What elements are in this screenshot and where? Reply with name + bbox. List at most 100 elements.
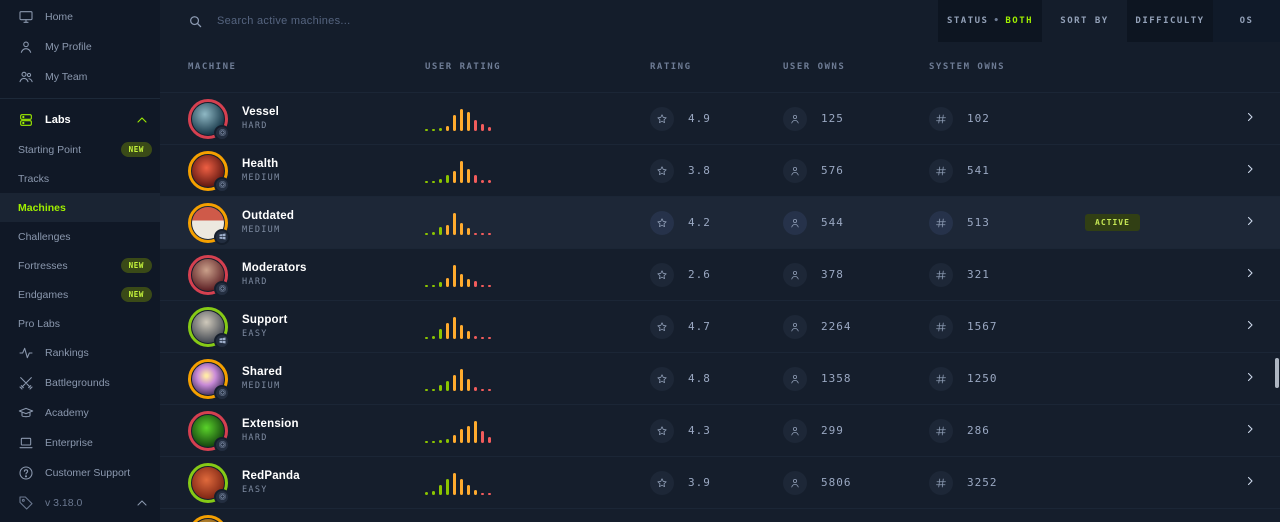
histogram-bar	[453, 170, 456, 183]
row-chevron[interactable]	[1220, 214, 1280, 232]
row-chevron[interactable]	[1220, 162, 1280, 180]
star-icon	[650, 418, 674, 443]
histogram-bar	[481, 492, 484, 495]
machine-row-shared[interactable]: Shared MEDIUM 4.8 1358 1250	[160, 352, 1280, 404]
histogram-bar	[425, 284, 428, 287]
filter-status-button[interactable]: STATUS • BOTH	[938, 0, 1042, 42]
rating-cell-value: 4.9	[688, 112, 711, 125]
histogram-bar	[432, 490, 435, 495]
rating-cell: 4.7	[650, 314, 783, 339]
histogram-bar	[488, 388, 491, 391]
filter-label: SORT BY	[1060, 16, 1109, 26]
system-owns-cell: 513	[929, 210, 1079, 235]
machine-row-extension[interactable]: Extension HARD 4.3 299 286	[160, 404, 1280, 456]
machine-row[interactable]	[160, 508, 1280, 522]
row-chevron[interactable]	[1220, 422, 1280, 440]
sidebar-item-my-team[interactable]: My Team	[0, 62, 160, 92]
main-panel: STATUS • BOTH SORT BY DIFFICULTY OS MACHINE US…	[160, 0, 1280, 522]
machine-row-health[interactable]: Health MEDIUM 3.8 576 541	[160, 144, 1280, 196]
sidebar-item-label: Starting Point	[18, 143, 82, 156]
row-chevron[interactable]	[1220, 318, 1280, 336]
rating-cell: 4.2	[650, 210, 783, 235]
machine-avatar	[188, 202, 230, 245]
histogram-bar	[432, 231, 435, 235]
machine-name: Support	[242, 314, 288, 326]
machine-row-redpanda[interactable]: RedPanda EASY 3.9 5806 3252	[160, 456, 1280, 508]
histogram-bar	[425, 232, 428, 235]
person-icon	[783, 106, 807, 131]
swords-icon	[18, 375, 34, 391]
rating-cell-value: 4.2	[688, 216, 711, 229]
person-icon	[783, 366, 807, 391]
sidebar-item-academy[interactable]: Academy	[0, 398, 160, 428]
histogram-bar	[446, 125, 449, 131]
histogram-bar	[425, 388, 428, 391]
column-header-user-owns: USER OWNS	[783, 62, 846, 72]
histogram-bar	[481, 232, 484, 235]
sidebar-item-challenges[interactable]: Challenges	[0, 222, 160, 251]
row-chevron[interactable]	[1220, 266, 1280, 284]
column-header-machine: MACHINE	[188, 62, 237, 72]
version-toggle[interactable]: v 3.18.0	[0, 488, 160, 518]
chevron-right-icon	[1244, 422, 1256, 440]
histogram-bar	[439, 439, 442, 443]
sidebar-item-starting-point[interactable]: Starting Point NEW	[0, 135, 160, 164]
sidebar-item-my-profile[interactable]: My Profile	[0, 32, 160, 62]
star-icon	[650, 158, 674, 183]
star-icon	[650, 314, 674, 339]
histogram-bar	[481, 123, 484, 131]
sidebar-item-labs[interactable]: Labs	[0, 105, 160, 135]
new-badge: NEW	[120, 258, 152, 273]
row-chevron[interactable]	[1220, 474, 1280, 492]
machine-cell: Health MEDIUM	[188, 150, 425, 193]
filter-difficulty-button[interactable]: DIFFICULTY	[1127, 0, 1213, 42]
machine-avatar	[188, 98, 230, 141]
machine-name-block: Moderators HARD	[242, 262, 307, 287]
sidebar-item-label: Labs	[45, 114, 71, 126]
search-input[interactable]	[217, 15, 537, 27]
histogram-bar	[453, 434, 456, 443]
machine-name: RedPanda	[242, 470, 300, 482]
machine-name-block: Vessel HARD	[242, 106, 279, 131]
filter-bar: STATUS • BOTH SORT BY DIFFICULTY OS	[938, 0, 1280, 42]
sidebar-item-rankings[interactable]: Rankings	[0, 338, 160, 368]
row-chevron[interactable]	[1220, 370, 1280, 388]
machine-row-support[interactable]: Support EASY 4.7 2264 1567	[160, 300, 1280, 352]
new-badge: NEW	[120, 142, 152, 157]
sidebar-item-customer-support[interactable]: Customer Support	[0, 458, 160, 488]
user-owns-cell: 2264	[783, 314, 929, 339]
sidebar-item-home[interactable]: Home	[0, 2, 160, 32]
scrollbar-thumb[interactable]	[1275, 358, 1279, 388]
histogram-bar	[467, 484, 470, 495]
machine-row-moderators[interactable]: Moderators HARD 2.6 378 321	[160, 248, 1280, 300]
filter-os-button[interactable]: OS	[1213, 0, 1280, 42]
histogram-bar	[488, 436, 491, 443]
machine-difficulty: HARD	[242, 277, 268, 287]
os-logo-icon	[214, 176, 230, 193]
rating-histogram	[425, 419, 650, 443]
histogram-bar	[460, 478, 463, 495]
sidebar-item-tracks[interactable]: Tracks	[0, 164, 160, 193]
system-owns-cell-value: 1567	[967, 320, 998, 333]
machine-name: Vessel	[242, 106, 280, 118]
filter-sort-by-button[interactable]: SORT BY	[1042, 0, 1127, 42]
rating-histogram	[425, 315, 650, 339]
sidebar-item-enterprise[interactable]: Enterprise	[0, 428, 160, 458]
sidebar-item-battlegrounds[interactable]: Battlegrounds	[0, 368, 160, 398]
active-badge: ACTIVE	[1085, 214, 1140, 231]
sidebar-item-machines[interactable]: Machines	[0, 193, 160, 222]
histogram-bar	[488, 179, 491, 183]
user-owns-cell: 125	[783, 106, 929, 131]
row-chevron[interactable]	[1220, 110, 1280, 128]
sidebar-item-pro-labs[interactable]: Pro Labs	[0, 309, 160, 338]
sidebar-item-fortresses[interactable]: Fortresses NEW	[0, 251, 160, 280]
rating-histogram	[425, 107, 650, 131]
histogram-bar	[474, 335, 477, 339]
machine-avatar	[188, 306, 230, 349]
rating-cell-value: 3.9	[688, 476, 711, 489]
machine-row-vessel[interactable]: Vessel HARD 4.9 125 102	[160, 92, 1280, 144]
histogram-bar	[488, 232, 491, 235]
machine-difficulty: HARD	[242, 121, 268, 131]
machine-row-outdated[interactable]: Outdated MEDIUM 4.2 544 513 ACTIVE	[160, 196, 1280, 248]
sidebar-item-endgames[interactable]: Endgames NEW	[0, 280, 160, 309]
